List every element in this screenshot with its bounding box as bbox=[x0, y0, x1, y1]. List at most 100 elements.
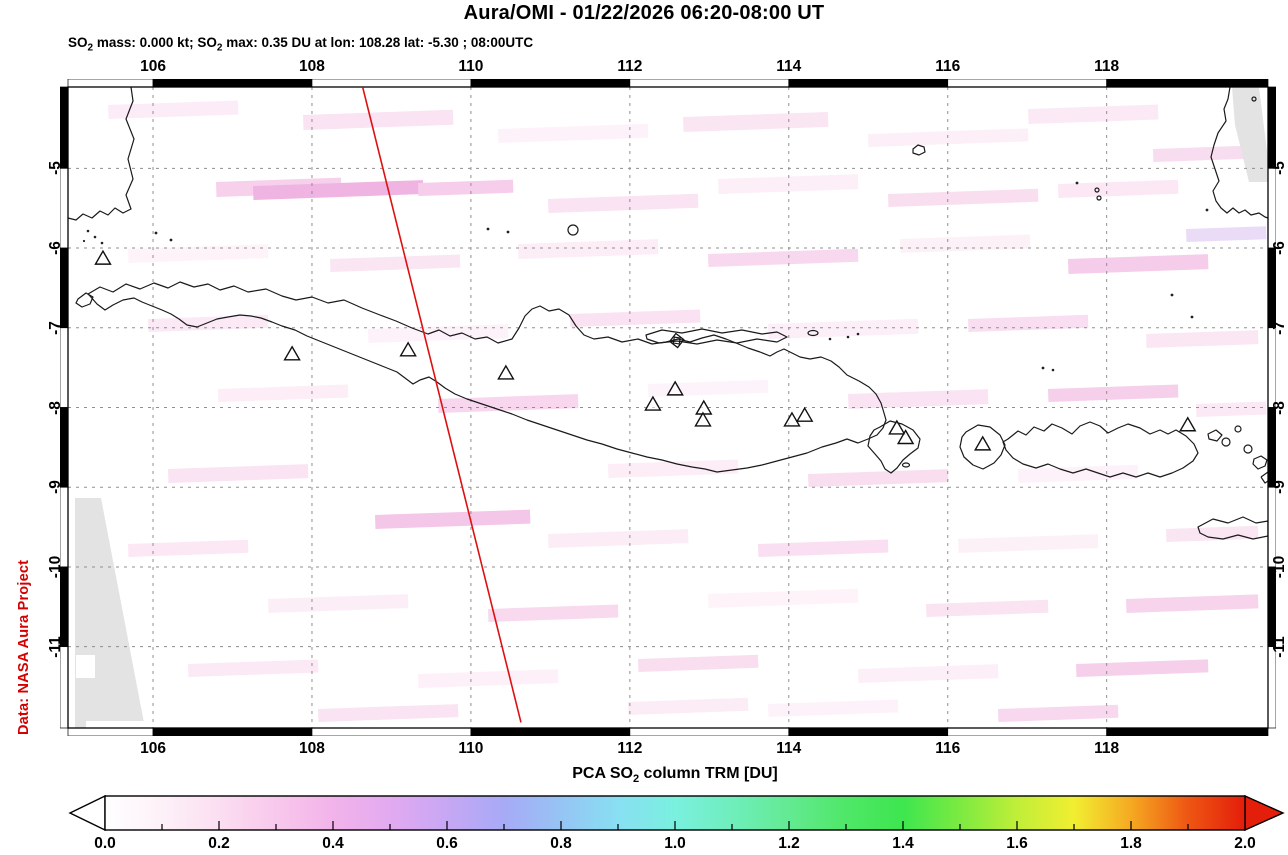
orbit-edge-line bbox=[362, 87, 522, 723]
colorbar-left-arrow bbox=[68, 794, 106, 832]
swath-patch bbox=[330, 254, 461, 272]
swath-patch bbox=[1048, 384, 1179, 402]
swath-patch bbox=[317, 704, 459, 722]
lon-tick-label-top: 110 bbox=[458, 58, 484, 75]
volcano-marker bbox=[644, 395, 662, 411]
swath-patch bbox=[708, 588, 859, 608]
swath-patch bbox=[548, 529, 689, 548]
lon-tick-label-bottom: 110 bbox=[458, 740, 484, 757]
colorbar: 0.0 0.2 0.4 0.6 0.8 1.0 1.2 1.4 1.6 1.8 2.0 bbox=[68, 794, 1285, 852]
swath-patch bbox=[926, 599, 1049, 617]
lon-tick-label-bottom: 114 bbox=[776, 740, 802, 757]
swath-patch bbox=[683, 111, 829, 132]
swath-patch bbox=[1126, 594, 1259, 613]
colorbar-tick-label: 0.0 bbox=[94, 835, 116, 852]
lon-tick-label-top: 118 bbox=[1094, 58, 1120, 75]
colorbar-tick-label: 0.8 bbox=[550, 835, 572, 852]
swath-patch bbox=[127, 244, 269, 263]
colorbar-tick-label: 1.4 bbox=[892, 835, 914, 852]
colorbar-tick-label: 1.0 bbox=[664, 835, 686, 852]
coast-sumbawa bbox=[1002, 421, 1199, 478]
swath-patch bbox=[628, 697, 749, 715]
volcano-marker bbox=[896, 429, 915, 445]
swath-patch bbox=[1152, 145, 1259, 162]
page-title: Aura/OMI - 01/22/2026 06:20-08:00 UT bbox=[463, 2, 825, 24]
swath-patch bbox=[570, 309, 701, 327]
no-data-layer bbox=[75, 87, 1268, 728]
map-canvas bbox=[60, 79, 1276, 736]
coast-java bbox=[87, 281, 887, 473]
volcano-marker bbox=[694, 411, 712, 427]
lon-tick-label-bottom: 118 bbox=[1094, 740, 1120, 757]
lat-tick-label-right: -5 bbox=[1271, 161, 1288, 176]
border-segment-bottom bbox=[67, 727, 154, 736]
border-segment-top bbox=[947, 79, 1108, 88]
graticule-layer bbox=[68, 87, 1268, 728]
so2-mass-label: SO bbox=[68, 35, 88, 50]
volcano-marker bbox=[283, 345, 301, 361]
lon-tick-label-top: 114 bbox=[776, 58, 802, 75]
colorbar-tick-label: 1.2 bbox=[778, 835, 800, 852]
coast-islet bbox=[912, 144, 926, 156]
lat-tick-label-left: -6 bbox=[47, 241, 64, 255]
border-segment-top bbox=[67, 79, 154, 88]
border-segment-top bbox=[1106, 79, 1269, 88]
coast-kangean bbox=[807, 329, 819, 337]
swath-patch bbox=[1146, 330, 1259, 348]
swath-patch bbox=[375, 509, 531, 529]
colorbar-ticks bbox=[161, 821, 1189, 830]
swath-patch bbox=[168, 464, 309, 483]
annotation-layer bbox=[94, 87, 1197, 723]
lat-tick-label-right: -9 bbox=[1271, 480, 1288, 495]
border-segment-bottom bbox=[470, 727, 631, 736]
lon-tick-label-bottom: 116 bbox=[935, 740, 961, 757]
colorbar-tick-label: 0.4 bbox=[322, 835, 344, 852]
swath-patch bbox=[107, 100, 239, 119]
volcano-marker bbox=[94, 249, 112, 265]
swath-patch bbox=[418, 179, 514, 196]
volcano-marker bbox=[973, 435, 992, 451]
colorbar-tick-label: 1.8 bbox=[1120, 835, 1142, 852]
colorbar-labels: 0.0 0.2 0.4 0.6 0.8 1.0 1.2 1.4 1.6 1.8 2.0 bbox=[94, 835, 1256, 852]
swath-patch bbox=[718, 174, 859, 194]
lat-tick-label-left: -9 bbox=[47, 480, 64, 495]
swath-patch bbox=[1028, 104, 1159, 124]
lon-tick-label-bottom: 108 bbox=[299, 740, 325, 757]
border-segment-top bbox=[629, 79, 790, 88]
island-specks bbox=[82, 181, 1209, 372]
no-data-swath-ne bbox=[1232, 87, 1268, 182]
swath-patch bbox=[518, 239, 659, 259]
colorbar-tick-label: 2.0 bbox=[1234, 835, 1256, 852]
lon-tick-label-top: 108 bbox=[299, 58, 325, 75]
swath-patch bbox=[548, 193, 699, 213]
lat-tick-label-right: -7 bbox=[1271, 320, 1288, 335]
coast-islet bbox=[1094, 187, 1100, 193]
coast-bali bbox=[867, 420, 921, 474]
lat-tick-label-right: -10 bbox=[1271, 555, 1288, 579]
swath-patch bbox=[188, 659, 319, 677]
swath-patch bbox=[303, 109, 454, 130]
colorbar-tick-label: 1.6 bbox=[1006, 835, 1028, 852]
swath-patch bbox=[438, 394, 579, 413]
swath-patch bbox=[128, 539, 249, 557]
volcano-marker bbox=[666, 380, 684, 396]
no-data-notch bbox=[76, 655, 95, 678]
coast-nusapenida bbox=[901, 462, 911, 468]
colorbar-tick-label: 0.2 bbox=[208, 835, 230, 852]
lat-tick-label-left: -7 bbox=[47, 320, 64, 335]
volcano-marker bbox=[795, 406, 814, 422]
colorbar-tick-label: 0.6 bbox=[436, 835, 458, 852]
coast-islet bbox=[1260, 471, 1269, 484]
border-segment-top bbox=[152, 79, 313, 88]
volcano-marker bbox=[497, 364, 515, 380]
lat-tick-label-left: -8 bbox=[47, 400, 64, 415]
swath-patch bbox=[808, 469, 949, 487]
lon-tick-label-top: 112 bbox=[617, 58, 643, 75]
swath-patch bbox=[218, 384, 349, 402]
map-frame bbox=[67, 86, 1269, 729]
swath-patch bbox=[997, 704, 1119, 722]
lat-tick-label-left: -11 bbox=[47, 635, 64, 658]
border-segment-top bbox=[788, 79, 949, 88]
city-marker bbox=[672, 336, 681, 345]
